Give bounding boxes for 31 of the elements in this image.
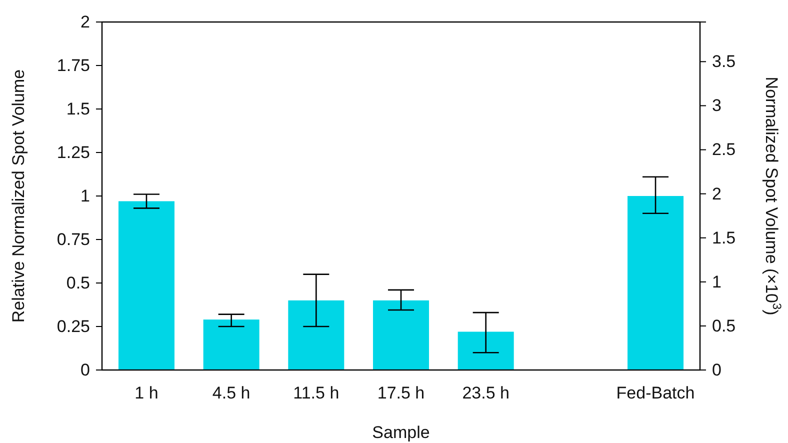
y2-tick-label: 2 [712,184,722,204]
bar [373,300,429,370]
y2-tick-label: 3.5 [712,52,736,72]
bar [628,196,684,370]
y-tick-label: 1 [80,186,90,206]
y2-tick-label: 2.5 [712,140,736,160]
x-tick-label: 4.5 h [212,384,250,402]
x-tick-label: 23.5 h [462,384,510,402]
bar [203,320,260,370]
y-tick-label: 1.75 [56,56,90,75]
y-axis-title: Relative Normalized Spot Volume [9,69,28,323]
y2-tick-label: 1 [712,272,722,292]
bar [118,201,174,370]
x-tick-label: 17.5 h [377,384,425,402]
y2-tick-label: 3 [712,96,722,116]
x-tick-label: Fed-Batch [616,384,695,402]
y-tick-label: 0.75 [56,230,90,249]
y-tick-label: 0 [80,360,90,380]
y2-tick-label: 0 [712,360,722,380]
y-tick-label: 0.5 [66,273,90,292]
y-tick-label: 1.25 [56,142,90,162]
y2-tick-label: 0.5 [712,316,736,336]
x-tick-label: 11.5 h [293,384,340,402]
y-tick-label: 1.5 [66,99,90,118]
bar [458,332,514,370]
y2-tick-label: 1.5 [712,228,736,248]
bar [288,300,344,370]
y-tick-label: 0.25 [56,316,90,336]
y-tick-label: 2 [80,12,90,32]
x-tick-label: 1 h [134,384,158,402]
x-axis-title: Sample [372,423,430,442]
